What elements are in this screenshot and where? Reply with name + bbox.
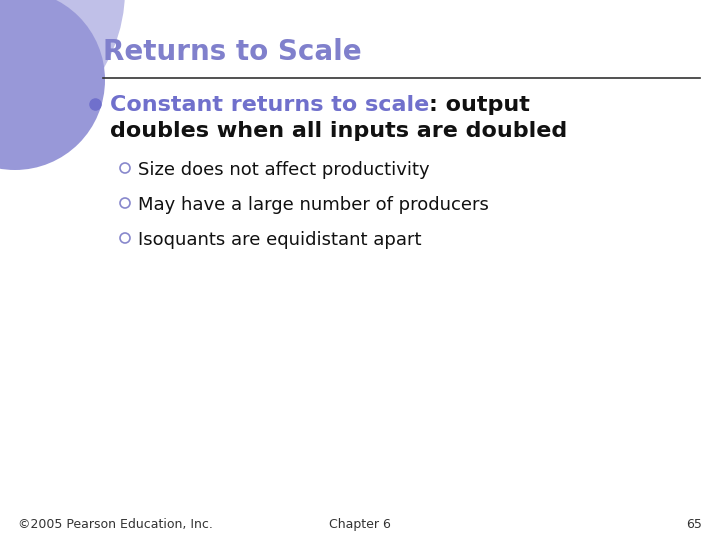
- Text: ©2005 Pearson Education, Inc.: ©2005 Pearson Education, Inc.: [18, 518, 213, 531]
- Text: Returns to Scale: Returns to Scale: [103, 38, 361, 66]
- Text: Isoquants are equidistant apart: Isoquants are equidistant apart: [138, 231, 421, 249]
- Text: : output: : output: [429, 95, 530, 115]
- Text: Constant returns to scale: Constant returns to scale: [110, 95, 429, 115]
- Circle shape: [0, 0, 105, 170]
- Text: Chapter 6: Chapter 6: [329, 518, 391, 531]
- Text: 65: 65: [686, 518, 702, 531]
- Text: May have a large number of producers: May have a large number of producers: [138, 196, 489, 214]
- Text: doubles when all inputs are doubled: doubles when all inputs are doubled: [110, 121, 567, 141]
- Circle shape: [0, 0, 125, 145]
- Text: Size does not affect productivity: Size does not affect productivity: [138, 161, 430, 179]
